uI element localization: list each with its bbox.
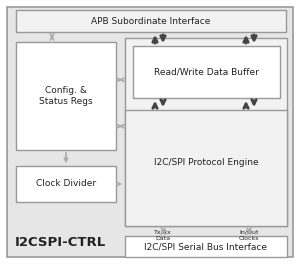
Bar xyxy=(16,42,116,150)
Text: APB Subordinate Interface: APB Subordinate Interface xyxy=(91,16,211,26)
Text: I2C/SPI Serial Bus Interface: I2C/SPI Serial Bus Interface xyxy=(145,242,268,251)
Text: I2C/SPI Protocol Engine: I2C/SPI Protocol Engine xyxy=(154,158,258,167)
Bar xyxy=(125,236,287,257)
Bar xyxy=(125,38,287,226)
Text: Clock Divider: Clock Divider xyxy=(36,180,96,188)
Bar xyxy=(133,46,280,98)
Text: I2CSPI-CTRL: I2CSPI-CTRL xyxy=(15,236,106,249)
Text: In/Out
Clocks: In/Out Clocks xyxy=(239,230,259,241)
Bar xyxy=(16,166,116,202)
Bar xyxy=(16,10,286,32)
Text: Tx/Rx
Data: Tx/Rx Data xyxy=(154,230,172,241)
Text: Read/Write Data Buffer: Read/Write Data Buffer xyxy=(154,68,259,77)
Bar xyxy=(125,110,287,226)
Text: Config. &
Status Regs: Config. & Status Regs xyxy=(39,86,93,106)
